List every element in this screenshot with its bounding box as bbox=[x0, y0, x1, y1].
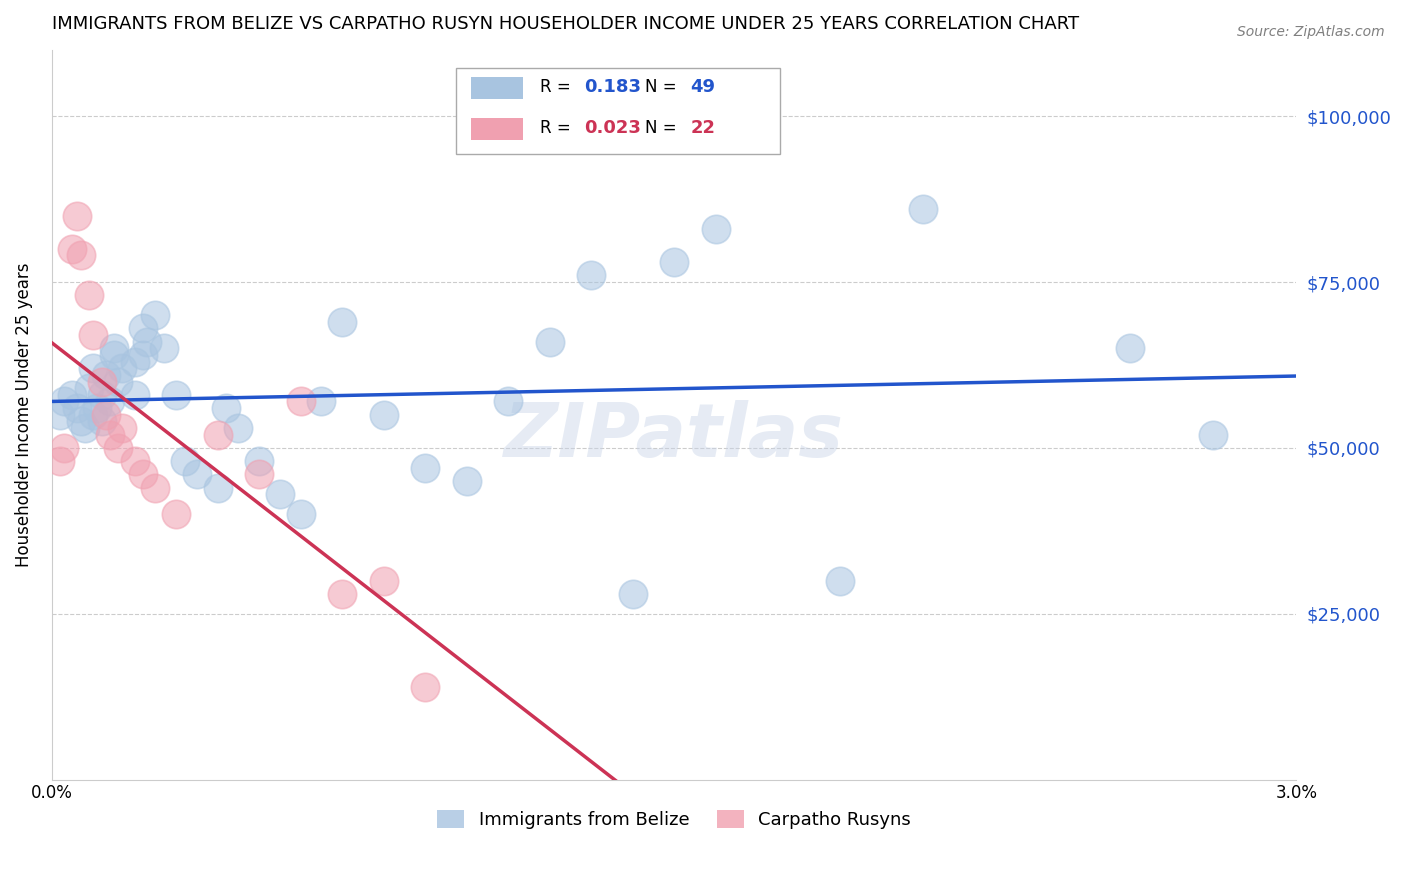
Point bbox=[373, 574, 395, 588]
Point bbox=[145, 308, 167, 322]
Point bbox=[173, 454, 195, 468]
Point bbox=[98, 394, 121, 409]
Point bbox=[94, 368, 117, 382]
Text: 49: 49 bbox=[690, 78, 716, 96]
Point bbox=[66, 401, 89, 415]
Point bbox=[1119, 342, 1142, 356]
Text: Source: ZipAtlas.com: Source: ZipAtlas.com bbox=[1237, 25, 1385, 39]
Point bbox=[69, 248, 91, 262]
Point bbox=[124, 388, 146, 402]
Point bbox=[103, 348, 125, 362]
Text: N =: N = bbox=[645, 78, 682, 96]
Point bbox=[662, 255, 685, 269]
Point bbox=[621, 587, 644, 601]
Point bbox=[413, 460, 436, 475]
Point bbox=[456, 474, 478, 488]
Point bbox=[228, 421, 250, 435]
Point bbox=[77, 381, 100, 395]
Point bbox=[132, 321, 155, 335]
Point bbox=[107, 375, 129, 389]
FancyBboxPatch shape bbox=[471, 118, 523, 139]
Point bbox=[165, 508, 187, 522]
Point bbox=[186, 467, 208, 482]
Text: 0.183: 0.183 bbox=[585, 78, 641, 96]
Point bbox=[911, 202, 934, 216]
Point bbox=[496, 394, 519, 409]
Point bbox=[86, 401, 108, 415]
Point bbox=[69, 414, 91, 428]
Point bbox=[98, 427, 121, 442]
Point bbox=[77, 288, 100, 302]
Point bbox=[124, 354, 146, 368]
Point bbox=[124, 454, 146, 468]
Y-axis label: Householder Income Under 25 years: Householder Income Under 25 years bbox=[15, 262, 32, 567]
Point bbox=[73, 421, 96, 435]
Point bbox=[145, 481, 167, 495]
Point bbox=[49, 408, 72, 422]
Text: 0.023: 0.023 bbox=[585, 119, 641, 136]
Point bbox=[82, 408, 104, 422]
Text: R =: R = bbox=[540, 119, 575, 136]
Point bbox=[53, 441, 76, 455]
Point bbox=[330, 315, 353, 329]
Point bbox=[62, 242, 84, 256]
Point bbox=[207, 481, 229, 495]
Point bbox=[82, 361, 104, 376]
Text: N =: N = bbox=[645, 119, 682, 136]
Point bbox=[290, 394, 312, 409]
Point bbox=[330, 587, 353, 601]
FancyBboxPatch shape bbox=[471, 77, 523, 99]
Point bbox=[107, 441, 129, 455]
Point bbox=[579, 268, 602, 283]
Point bbox=[111, 421, 134, 435]
Point bbox=[103, 342, 125, 356]
Text: 22: 22 bbox=[690, 119, 716, 136]
Point bbox=[215, 401, 238, 415]
Point bbox=[94, 408, 117, 422]
Point bbox=[62, 388, 84, 402]
Point bbox=[82, 328, 104, 343]
Point bbox=[247, 467, 270, 482]
Point bbox=[828, 574, 851, 588]
Text: R =: R = bbox=[540, 78, 575, 96]
Point bbox=[111, 361, 134, 376]
Point bbox=[90, 414, 112, 428]
Point bbox=[538, 334, 561, 349]
Point bbox=[704, 222, 727, 236]
Point bbox=[373, 408, 395, 422]
Point bbox=[152, 342, 174, 356]
Point bbox=[90, 375, 112, 389]
FancyBboxPatch shape bbox=[457, 68, 780, 154]
Point bbox=[132, 348, 155, 362]
Point bbox=[53, 394, 76, 409]
Point bbox=[49, 454, 72, 468]
Point bbox=[165, 388, 187, 402]
Point bbox=[136, 334, 159, 349]
Point bbox=[207, 427, 229, 442]
Point bbox=[290, 508, 312, 522]
Text: IMMIGRANTS FROM BELIZE VS CARPATHO RUSYN HOUSEHOLDER INCOME UNDER 25 YEARS CORRE: IMMIGRANTS FROM BELIZE VS CARPATHO RUSYN… bbox=[52, 15, 1078, 33]
Point bbox=[247, 454, 270, 468]
Point bbox=[413, 680, 436, 694]
Point bbox=[1202, 427, 1225, 442]
Point bbox=[90, 388, 112, 402]
Point bbox=[66, 209, 89, 223]
Point bbox=[311, 394, 333, 409]
Text: ZIPatlas: ZIPatlas bbox=[505, 401, 844, 473]
Point bbox=[132, 467, 155, 482]
Legend: Immigrants from Belize, Carpatho Rusyns: Immigrants from Belize, Carpatho Rusyns bbox=[430, 803, 918, 837]
Point bbox=[269, 487, 291, 501]
